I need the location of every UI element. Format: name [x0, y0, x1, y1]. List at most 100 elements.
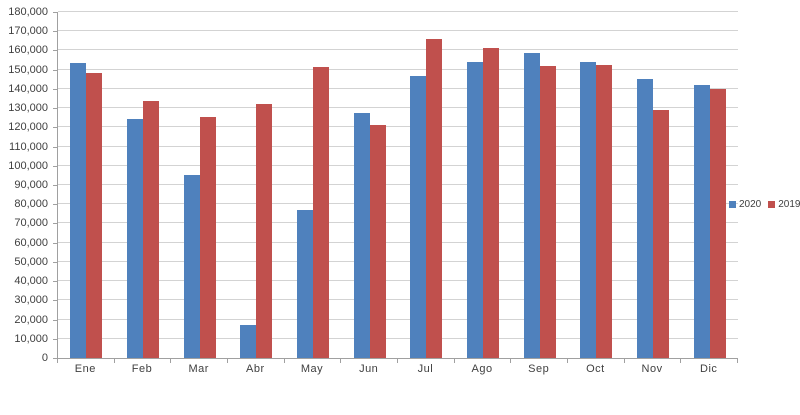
gridline [58, 203, 738, 204]
y-axis-tick-mark [53, 358, 57, 359]
y-axis-tick-label: 80,000 [14, 198, 48, 211]
y-axis-tick-label: 70,000 [14, 217, 48, 230]
x-axis-tick-mark [340, 359, 342, 363]
x-axis-tick-mark [567, 359, 568, 363]
bar-2020-feb [127, 118, 143, 358]
bar-group-ago [455, 12, 512, 358]
y-axis: 0 10,000 20,000 30,000 40,000 50,000 60,000 70,… [0, 6, 48, 364]
y-axis-tick-mark [53, 242, 57, 244]
y-axis-tick-label: 100,000 [8, 159, 48, 172]
y-axis-tick-mark [53, 31, 57, 33]
gridline [58, 280, 738, 281]
bar-group-may [285, 12, 342, 358]
bar-2019-dic [709, 88, 726, 358]
plot-area [57, 11, 738, 359]
x-axis-tick-label: Jul [417, 363, 434, 375]
x-axis-tick-mark [57, 359, 58, 363]
y-axis-tick-mark [53, 319, 57, 321]
bar-2020-sep [523, 53, 540, 358]
legend-label-2019: 2019 [778, 199, 800, 210]
bar-2019-nov [653, 110, 670, 358]
y-axis-tick-mark [53, 127, 57, 129]
x-axis-tick-label: Sep [528, 363, 550, 375]
gridline [58, 299, 738, 300]
y-axis-tick-label: 110,000 [9, 140, 48, 153]
x-axis-tick-mark [227, 359, 228, 363]
y-axis-tick-label: 40,000 [14, 275, 48, 288]
bar-2019-jun [369, 125, 386, 358]
x-axis-tick-mark [113, 359, 115, 363]
y-axis-tick-label: 130,000 [8, 102, 48, 115]
bar-2020-oct [580, 62, 597, 358]
bar-2019-mar [199, 116, 216, 358]
y-axis-tick-label: 170,000 [8, 25, 48, 38]
y-axis-tick-mark [53, 12, 57, 13]
bar-2019-abr [256, 104, 273, 358]
y-axis-tick-label: 20,000 [14, 313, 48, 326]
x-axis-tick-mark [623, 359, 625, 363]
y-axis-tick-label: 60,000 [14, 236, 48, 249]
x-axis-tick-mark [680, 359, 682, 363]
legend-item-2019: 2019 [768, 199, 800, 210]
legend: 2020 2019 [729, 199, 800, 210]
bar-2019-oct [596, 64, 613, 358]
y-axis-tick-mark [53, 261, 57, 263]
y-axis-tick-mark [53, 108, 57, 110]
x-axis-tick-mark [283, 359, 285, 363]
bar-group-oct [568, 12, 625, 358]
bar-group-jul [398, 12, 455, 358]
gridline [58, 88, 738, 89]
x-axis-tick-label: Ene [74, 363, 96, 375]
legend-swatch-2020-icon [729, 201, 736, 208]
x-axis-tick-label: Oct [586, 363, 605, 375]
legend-swatch-2019-icon [768, 201, 776, 208]
x-axis-tick-label: Ago [471, 363, 493, 375]
y-axis-tick-mark [53, 88, 57, 90]
bar-group-dic [681, 12, 738, 358]
gridline [58, 107, 738, 108]
gridline [58, 319, 738, 320]
x-axis-tick-label: May [300, 363, 324, 375]
y-axis-tick-label: 50,000 [14, 255, 48, 268]
x-axis-tick-label: Jun [359, 363, 379, 375]
bar-2019-ago [483, 47, 500, 358]
y-axis-tick-mark [53, 146, 57, 148]
y-axis-tick-mark [53, 338, 57, 340]
bar-group-abr [228, 12, 285, 358]
legend-item-2020: 2020 [729, 199, 761, 210]
x-axis-tick-mark [510, 359, 512, 363]
x-axis-tick-label: Mar [188, 363, 209, 375]
y-axis-tick-mark [53, 185, 57, 186]
gridline [58, 30, 738, 31]
y-axis-tick-mark [53, 165, 57, 167]
y-axis-tick-label: 30,000 [14, 294, 48, 307]
x-axis-tick-mark [737, 359, 738, 363]
bar-2020-ene [70, 62, 87, 358]
y-axis-tick-mark [53, 223, 57, 225]
bar-2020-jun [353, 112, 370, 358]
bar-2020-abr [240, 325, 257, 358]
bar-2020-jul [410, 76, 427, 358]
bars-layer [58, 12, 738, 358]
bar-2019-ene [86, 72, 103, 358]
gridline [58, 11, 738, 12]
y-axis-tick-label: 180,000 [8, 6, 48, 18]
bar-2020-nov [637, 79, 654, 358]
bar-2020-may [297, 210, 314, 358]
gridline [58, 261, 738, 262]
bar-group-mar [171, 12, 228, 358]
y-axis-tick-mark [53, 204, 57, 206]
x-axis-tick-label: Nov [641, 363, 663, 375]
bar-2020-mar [183, 175, 200, 358]
y-axis-tick-label: 10,000 [14, 332, 48, 345]
bar-2020-dic [693, 85, 710, 358]
legend-label-2020: 2020 [739, 199, 762, 210]
y-axis-tick-label: 140,000 [8, 82, 48, 95]
gridline [58, 146, 738, 147]
bar-group-jun [341, 12, 398, 358]
bar-2019-sep [539, 65, 556, 358]
y-axis-tick-mark [53, 300, 57, 302]
x-axis-tick-label: Dic [700, 363, 718, 375]
bar-group-sep [511, 12, 568, 358]
y-axis-tick-label: 90,000 [14, 179, 48, 191]
